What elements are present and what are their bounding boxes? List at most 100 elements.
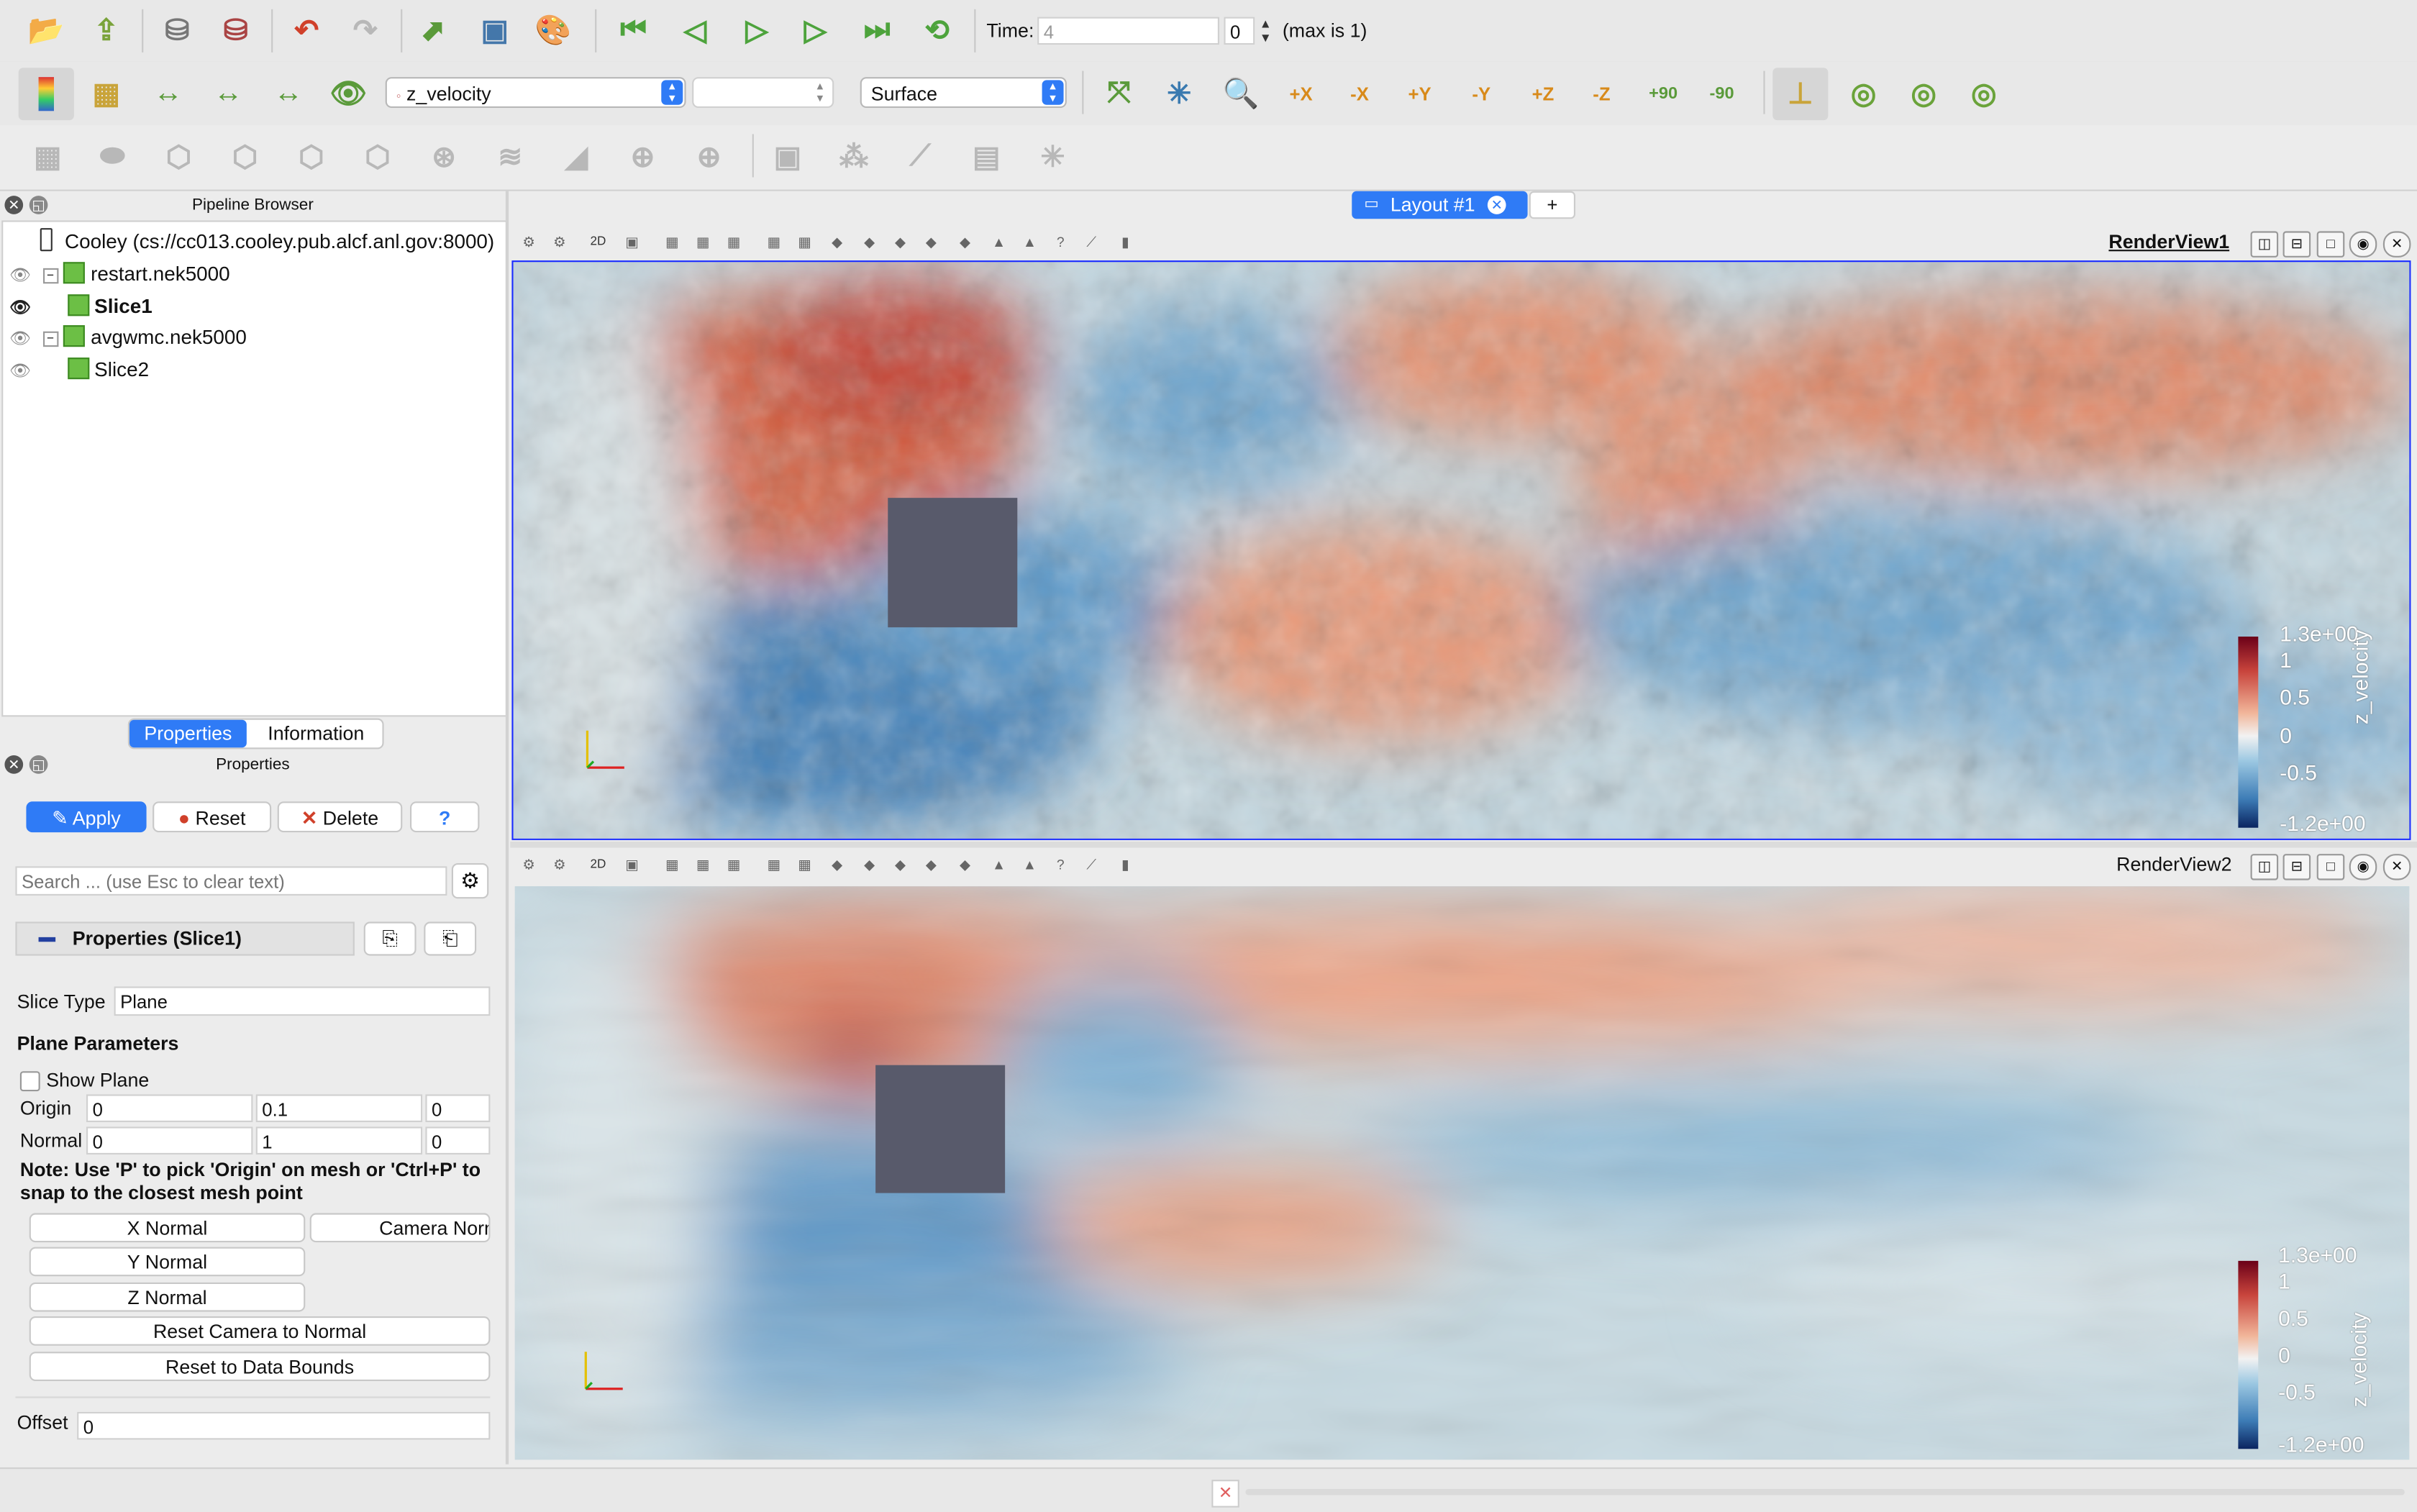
split-vertical-icon[interactable]: ⊟ [2282,231,2311,258]
reset-button[interactable]: ● Reset [153,801,272,833]
spreadsheet-icon[interactable]: ⁂ [839,141,869,174]
extract-selection-icon[interactable]: ⟋ [1086,857,1096,873]
clear-selection-icon[interactable]: ▮ [1121,857,1129,873]
save-screenshot-icon[interactable]: ▣ [481,14,509,47]
time-step-spinner[interactable]: ▲ ▼ [1259,17,1272,45]
slice-type-select[interactable]: Plane [114,986,491,1016]
origin-y-input[interactable]: 0.1 [255,1094,423,1122]
select-points-through-icon[interactable]: ▦ [798,234,811,250]
select-icon[interactable]: ⚙ [553,857,566,873]
hover-points-icon[interactable]: ◆ [959,234,970,250]
shrink-selection-icon[interactable]: ▲ [1022,234,1037,250]
last-frame-icon[interactable]: ⏭ [863,14,891,47]
tab-layout-1[interactable]: ▭ Layout #1 ✕ [1352,191,1528,219]
query-icon[interactable]: ? [1056,234,1065,250]
clip-icon[interactable]: ⬡ [165,141,192,174]
capture-icon[interactable]: ⚙ [522,234,535,250]
grow-selection-icon[interactable]: ▲ [991,234,1006,250]
select-cells-icon[interactable]: ▦ [665,234,679,250]
find-data-icon[interactable]: ▣ [773,141,802,174]
clear-selection-icon[interactable]: ▮ [1121,234,1129,250]
edit-colormap-icon[interactable]: ▦ [92,78,121,111]
server-item[interactable]: Cooley (cs://cc013.cooley.pub.alcf.anl.g… [40,227,494,258]
rescale-custom-icon[interactable]: ↔ [213,77,243,110]
reset-camera-icon[interactable]: ⤧ [1107,77,1131,110]
extract-subset-icon[interactable]: ⬡ [365,141,391,174]
variable-select[interactable]: ◦ z_velocity ▴ ▾ [385,77,686,108]
error-log-icon[interactable]: ✕ [1211,1480,1239,1508]
paste-icon[interactable]: ⎗ [424,921,477,956]
play-icon[interactable]: ▷ [745,14,768,47]
palette-icon[interactable]: 🎨 [534,15,572,48]
origin-x-input[interactable]: 0 [86,1094,253,1122]
rotate-minus-90-icon[interactable]: -90 [1709,84,1734,104]
tab-properties[interactable]: Properties [129,719,247,748]
properties-section-header[interactable]: Properties (Slice1) [15,921,355,956]
split-horizontal-icon[interactable]: ◫ [2250,231,2279,258]
rescale-visible-icon[interactable]: 👁 [329,78,368,111]
reset-center-icon[interactable]: ◎ [1911,78,1937,111]
screenshot-icon[interactable]: ▣ [625,234,639,250]
interactive-select-icon[interactable]: ◆ [894,857,906,873]
renderview2[interactable]: 1.3e+00 1 0.5 0 -0.5 -1.2e+00 z_velocity [514,886,2410,1460]
histogram-icon[interactable]: ▤ [973,141,1001,174]
view-plus-z-icon[interactable]: +Z [1531,83,1555,105]
select-points-icon[interactable]: ▦ [696,857,710,873]
pick-center-icon[interactable]: ◎ [1971,78,1997,111]
view-splitter[interactable] [510,842,2417,848]
select-cells-icon[interactable]: ▦ [665,857,679,873]
connect-icon[interactable]: ⛁ [165,14,190,47]
maximize-icon[interactable]: □ [2316,231,2345,258]
search-input[interactable] [15,866,447,896]
contour-icon[interactable]: ⬬ [100,140,125,173]
load-state-icon[interactable]: ⇪ [94,14,119,47]
eye-icon[interactable]: 👁 [9,299,31,318]
view-settings-icon[interactable]: ◉ [2349,854,2377,880]
view-minus-y-icon[interactable]: -Y [1472,83,1491,105]
eye-icon[interactable]: 👁 [9,329,31,349]
glyph-icon[interactable]: ⊛ [432,141,457,174]
pipeline-item-slice1[interactable]: 👁 Slice1 [9,294,153,318]
select-cells-through-icon[interactable]: ▦ [767,857,780,873]
x-normal-button[interactable]: X Normal [29,1213,306,1243]
warp-icon[interactable]: ◢ [565,141,588,174]
view-settings-icon[interactable]: ◉ [2349,231,2377,258]
velocity-field-1[interactable] [513,262,2411,840]
show-plane-checkbox[interactable] [19,1071,40,1092]
reset-camera-icon[interactable]: ⬈ [421,14,446,47]
shrink-selection-icon[interactable]: ▲ [1022,857,1037,873]
probe-icon[interactable]: ✳ [1040,141,1065,174]
loop-icon[interactable]: ⟲ [924,14,950,47]
help-button[interactable]: ? [410,801,480,833]
eye-icon[interactable]: 👁 [9,266,31,286]
offset-input[interactable]: 0 [77,1411,491,1440]
close-tab-icon[interactable]: ✕ [1487,196,1506,214]
time-value-input[interactable]: 4 [1037,17,1219,45]
collapse-icon[interactable]: − [42,268,58,284]
plot-over-line-icon[interactable]: ⟋ [910,140,931,173]
select-icon[interactable]: ⚙ [553,234,566,250]
eye-icon[interactable]: 👁 [9,362,31,381]
renderview1-title[interactable]: RenderView1 [2108,231,2230,253]
interactive-select-icon[interactable]: ◆ [894,234,906,250]
redo-icon[interactable]: ↷ [352,14,378,47]
select-points-icon[interactable]: ▦ [696,234,710,250]
slice-icon[interactable]: ⬡ [232,141,258,174]
grow-selection-icon[interactable]: ▲ [991,857,1006,873]
renderview1[interactable]: 1.3e+00 1 0.5 0 -0.5 -1.2e+00 z_velocity [511,260,2411,840]
view-minus-z-icon[interactable]: -Z [1593,83,1611,105]
y-normal-button[interactable]: Y Normal [29,1247,306,1277]
renderview2-title[interactable]: RenderView2 [2116,854,2232,876]
select-polygon-icon[interactable]: ◆ [832,857,842,873]
close-icon[interactable]: ✕ [4,196,24,214]
close-view-icon[interactable]: ✕ [2382,231,2411,258]
pipeline-item-slice2[interactable]: 👁 Slice2 [9,357,150,381]
copy-icon[interactable]: ⎘ [363,921,417,956]
next-frame-icon[interactable]: ▷ [804,14,827,47]
reset-to-data-bounds-button[interactable]: Reset to Data Bounds [29,1352,491,1381]
group-icon[interactable]: ⊕ [630,141,655,174]
representation-select[interactable]: Surface ▴ ▾ [860,77,1067,108]
pipeline-item-restart[interactable]: 👁 − restart.nek5000 [9,262,230,286]
color-legend-icon[interactable] [26,74,66,114]
select-points-through-icon[interactable]: ▦ [798,857,811,873]
